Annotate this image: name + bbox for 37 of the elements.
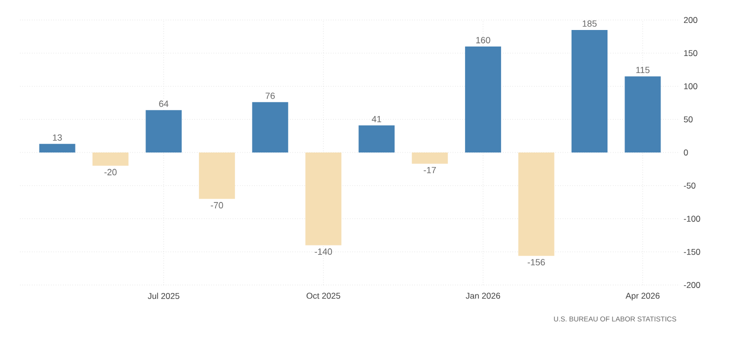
x-tick-label: Oct 2025 (306, 292, 340, 299)
x-tick-label: Apr 2026 (626, 292, 660, 300)
bar (146, 110, 182, 152)
y-tick-label: 0 (684, 150, 688, 156)
data-label: 115 (636, 66, 650, 74)
bar (305, 152, 342, 246)
x-tick-label: Jul 2025 (148, 292, 180, 299)
data-label: 64 (159, 100, 168, 107)
data-label: 160 (476, 36, 490, 44)
bar (624, 76, 661, 152)
bar (358, 125, 395, 152)
bar (572, 30, 608, 152)
x-tick-label: Jan 2026 (466, 292, 500, 299)
data-label: -20 (104, 168, 117, 176)
data-label: -17 (424, 166, 436, 174)
y-tick-label: 100 (684, 83, 698, 90)
y-tick-label: 150 (684, 50, 698, 56)
bar (39, 144, 76, 152)
data-label: 13 (52, 134, 62, 141)
y-tick-label: -100 (684, 216, 700, 222)
bar (518, 152, 554, 256)
y-tick-label: 200 (684, 17, 698, 23)
data-label: 76 (266, 92, 275, 99)
y-tick-label: -200 (684, 282, 700, 288)
data-label: -140 (314, 248, 332, 255)
y-tick-label: -150 (684, 248, 700, 255)
data-label: 185 (582, 20, 597, 27)
bar (465, 46, 502, 152)
data-label: 41 (372, 116, 382, 122)
bar (198, 152, 235, 199)
bar (92, 152, 128, 166)
data-label: -156 (528, 259, 545, 266)
bar (412, 152, 448, 164)
data-label: -70 (210, 202, 224, 208)
y-tick-label: -50 (684, 182, 696, 189)
y-tick-label: 50 (684, 116, 693, 122)
bar (252, 102, 288, 152)
